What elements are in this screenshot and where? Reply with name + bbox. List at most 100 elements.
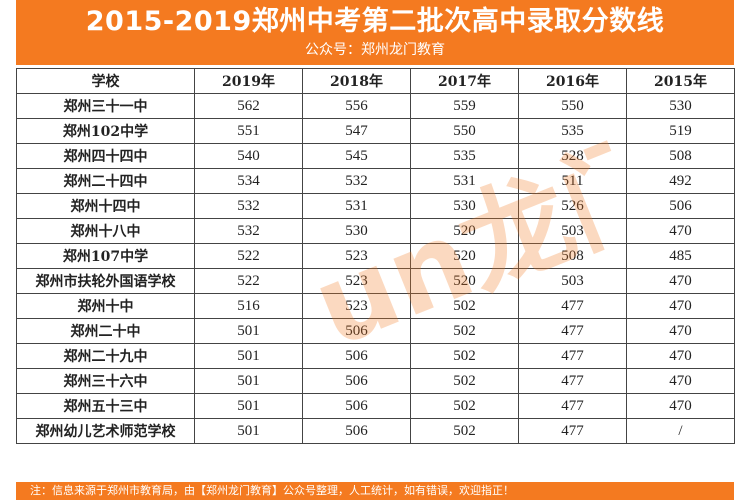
score-cell: 532 [302,168,411,194]
score-cell: 502 [410,418,519,444]
table-row: 郑州市扶轮外国语学校 522 523 520 503 470 [16,268,735,294]
score-cell: 535 [518,118,627,144]
score-cell: 506 [302,368,411,394]
school-name-cell: 郑州102中学 [16,118,195,144]
score-cell: 506 [626,193,735,219]
column-header: 学校 [16,68,195,94]
score-cell: 503 [518,268,627,294]
score-cell: 506 [302,418,411,444]
score-cell: 523 [302,268,411,294]
school-name-cell: 郑州十四中 [16,193,195,219]
score-cell: 508 [518,243,627,269]
score-cell: 501 [194,418,303,444]
score-cell: 502 [410,318,519,344]
score-cell: 485 [626,243,735,269]
table-row: 郑州二十中 501 506 502 477 470 [16,318,735,344]
score-cell: 477 [518,418,627,444]
table-row: 郑州十中 516 523 502 477 470 [16,293,735,319]
table-row: 郑州幼儿艺术师范学校 501 506 502 477/ [16,418,735,444]
score-cell: 502 [410,343,519,369]
score-cell: 502 [410,293,519,319]
footer-note: 注：信息来源于郑州市教育局，由【郑州龙门教育】公众号整理，人工统计，如有错误，欢… [16,482,734,500]
score-cell: 506 [302,343,411,369]
table-row: 郑州二十九中 501 506 502 477 470 [16,343,735,369]
table-body: 郑州三十一中 562 556 559 550 530 郑州102中学 551 547 550 535… [16,93,735,444]
score-cell: 477 [518,318,627,344]
score-cell: 550 [518,93,627,119]
table-row: 郑州四十四中 540 545 535 528 508 [16,143,735,169]
score-cell: 547 [302,118,411,144]
score-cell: 503 [518,218,627,244]
score-cell: 523 [302,293,411,319]
school-name-cell: 郑州二十九中 [16,343,195,369]
score-cell: 530 [302,218,411,244]
score-cell: 545 [302,143,411,169]
score-cell: 502 [410,368,519,394]
table-row: 郑州三十六中 501 506 502 477 470 [16,368,735,394]
score-cell: 526 [518,193,627,219]
score-cell: 530 [410,193,519,219]
score-cell: 501 [194,318,303,344]
score-table: 学校 2019年 2018年 2017年 2016年 2015年 郑州三十一中 5… [16,68,735,444]
school-name-cell: 郑州市扶轮外国语学校 [16,268,195,294]
column-header: 2017年 [410,68,519,94]
score-cell: / [626,418,735,444]
score-cell: 477 [518,293,627,319]
score-cell: 477 [518,368,627,394]
score-cell: 528 [518,143,627,169]
score-cell: 520 [410,243,519,269]
table-row: 郑州二十四中 534 532 531 511 492 [16,168,735,194]
column-header: 2018年 [302,68,411,94]
score-cell: 535 [410,143,519,169]
score-cell: 559 [410,93,519,119]
score-cell: 511 [518,168,627,194]
score-cell: 470 [626,393,735,419]
score-cell: 550 [410,118,519,144]
column-header: 2019年 [194,68,303,94]
school-name-cell: 郑州107中学 [16,243,195,269]
score-cell: 470 [626,293,735,319]
score-cell: 520 [410,268,519,294]
score-cell: 522 [194,243,303,269]
table-row: 郑州107中学 522 523 520 508 485 [16,243,735,269]
table-row: 郑州五十三中 501 506 502 477 470 [16,393,735,419]
score-cell: 508 [626,143,735,169]
score-cell: 540 [194,143,303,169]
score-cell: 519 [626,118,735,144]
score-cell: 477 [518,343,627,369]
table-row: 郑州102中学 551 547 550 535 519 [16,118,735,144]
score-cell: 532 [194,193,303,219]
score-cell: 516 [194,293,303,319]
score-cell: 501 [194,393,303,419]
school-name-cell: 郑州幼儿艺术师范学校 [16,418,195,444]
score-cell: 532 [194,218,303,244]
page-subtitle: 公众号：郑州龙门教育 [305,42,445,58]
score-cell: 470 [626,343,735,369]
score-cell: 556 [302,93,411,119]
score-cell: 522 [194,268,303,294]
school-name-cell: 郑州二十四中 [16,168,195,194]
score-cell: 501 [194,343,303,369]
school-name-cell: 郑州十中 [16,293,195,319]
table-row: 郑州三十一中 562 556 559 550 530 [16,93,735,119]
score-cell: 506 [302,393,411,419]
score-cell: 520 [410,218,519,244]
column-header: 2015年 [626,68,735,94]
score-cell: 502 [410,393,519,419]
school-name-cell: 郑州三十六中 [16,368,195,394]
score-cell: 470 [626,368,735,394]
page-title: 2015-2019郑州中考第二批次高中录取分数线 [85,6,665,37]
score-cell: 531 [410,168,519,194]
score-cell: 477 [518,393,627,419]
score-table-container: 学校 2019年 2018年 2017年 2016年 2015年 郑州三十一中 5… [16,68,735,482]
title-banner: 2015-2019郑州中考第二批次高中录取分数线 公众号：郑州龙门教育 [16,0,734,65]
score-cell: 562 [194,93,303,119]
score-cell: 531 [302,193,411,219]
score-cell: 470 [626,318,735,344]
score-cell: 530 [626,93,735,119]
column-header: 2016年 [518,68,627,94]
table-row: 郑州十四中 532 531 530 526 506 [16,193,735,219]
score-cell: 506 [302,318,411,344]
score-cell: 551 [194,118,303,144]
school-name-cell: 郑州三十一中 [16,93,195,119]
